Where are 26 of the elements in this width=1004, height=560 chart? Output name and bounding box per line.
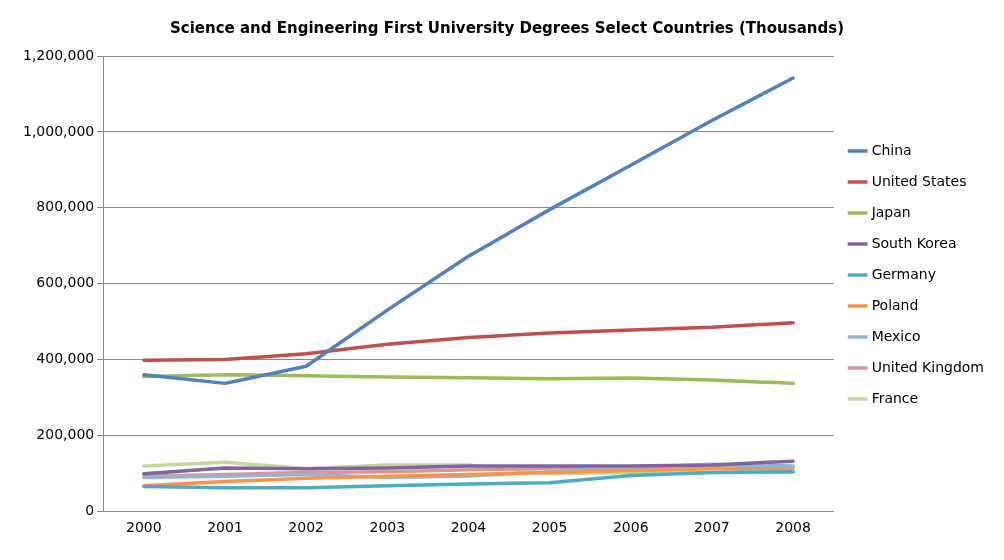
legend-label: Japan bbox=[870, 203, 911, 220]
x-tick-label: 2005 bbox=[531, 519, 568, 536]
legend-label: United Kingdom bbox=[871, 358, 985, 375]
x-tick-label: 2003 bbox=[369, 519, 406, 536]
y-tick-label: 0 bbox=[85, 501, 95, 518]
chart-title: Science and Engineering First University Degrees Select Countries (Thousands) bbox=[170, 18, 844, 37]
legend-label: Germany bbox=[871, 265, 936, 282]
x-tick-label: 2004 bbox=[450, 519, 487, 536]
x-tick-label: 2000 bbox=[126, 519, 162, 536]
y-tick-label: 600,000 bbox=[36, 274, 95, 291]
y-tick-label: 800,000 bbox=[36, 198, 95, 215]
x-tick-label: 2001 bbox=[207, 519, 243, 536]
x-tick-label: 2008 bbox=[775, 519, 811, 536]
legend-label: Mexico bbox=[871, 327, 921, 344]
legend-label: China bbox=[871, 141, 912, 158]
x-tick-label: 2006 bbox=[612, 519, 649, 536]
legend-label: Poland bbox=[871, 296, 919, 313]
x-tick-label: 2002 bbox=[288, 519, 324, 536]
legend-label: France bbox=[871, 389, 919, 406]
legend-label: United States bbox=[871, 172, 967, 189]
legend-label: South Korea bbox=[871, 234, 957, 251]
y-tick-label: 1,200,000 bbox=[22, 46, 95, 63]
y-tick-label: 400,000 bbox=[36, 350, 95, 367]
y-tick-label: 200,000 bbox=[36, 425, 95, 442]
x-tick-label: 2007 bbox=[694, 519, 730, 536]
y-tick-label: 1,000,000 bbox=[22, 122, 95, 139]
